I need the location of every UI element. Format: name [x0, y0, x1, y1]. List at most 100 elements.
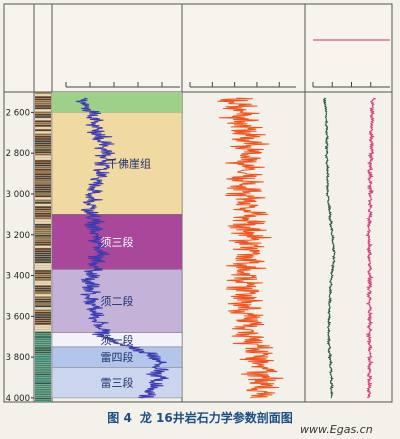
lithology-layer: [35, 296, 51, 299]
lithology-layer: [35, 389, 51, 391]
lithology-layer: [35, 314, 51, 316]
lithology-layer: [35, 327, 51, 329]
lithology-layer: [35, 144, 51, 147]
lithology-layer: [35, 380, 51, 382]
lithology-layer: [35, 184, 51, 186]
depth-tick-label: 4 000: [6, 394, 30, 404]
lithology-layer: [35, 274, 51, 277]
lithology-layer: [35, 195, 51, 197]
lithology-layer: [35, 100, 51, 103]
lithology-layer: [35, 320, 51, 323]
lithology-layer: [35, 312, 51, 314]
lithology-layer: [35, 105, 51, 107]
lithology-layer: [35, 336, 51, 338]
lithology-layer: [35, 213, 51, 215]
lithology-layer: [35, 268, 51, 270]
lithology-layer: [35, 252, 51, 255]
formation-label: 须三段: [101, 235, 134, 249]
depth-tick-label: 3 200: [6, 231, 30, 241]
lithology-layer: [35, 318, 51, 321]
formation-label: 千佛崖组: [107, 156, 151, 170]
lithology-layer: [35, 131, 51, 134]
lithology-layer: [35, 356, 51, 358]
lithology-layer: [35, 188, 51, 191]
lithology-layer: [35, 290, 51, 292]
lithology-layer: [35, 162, 51, 164]
lithology-layer: [35, 232, 51, 235]
lithology-layer: [35, 400, 51, 402]
lithology-layer: [35, 309, 51, 312]
lithology-layer: [35, 116, 51, 118]
lithology-layer: [35, 228, 51, 230]
lithology-layer: [35, 191, 51, 193]
lithology-layer: [35, 138, 51, 140]
lithology-layer: [35, 397, 51, 400]
caption-text: 井岩石力学参数剖面图: [172, 411, 293, 425]
lithology-layer: [35, 122, 51, 125]
lithology-layer: [35, 257, 51, 259]
lithology-layer: [35, 103, 51, 105]
lithology-layer: [35, 371, 51, 373]
friction-poisson-panel-frame: [304, 3, 393, 403]
lithology-layer: [35, 125, 51, 127]
lithology-layer: [35, 351, 51, 354]
lithology-layer: [35, 340, 51, 343]
lithology-layer: [35, 248, 51, 250]
formation-label: 须二段: [101, 294, 134, 308]
lithology-layer: [35, 208, 51, 211]
lithology-layer: [35, 149, 51, 151]
lithology-layer: [35, 151, 51, 153]
lithology-layer: [35, 393, 51, 395]
lithology-layer: [35, 360, 51, 362]
formation-label: 雷四段: [101, 350, 134, 364]
formation-label: 雷三段: [101, 376, 134, 390]
lithology-layer: [35, 235, 51, 237]
lithology-layer: [35, 171, 51, 173]
lithology-layer: [35, 375, 51, 378]
lithology-layer: [35, 210, 51, 213]
lithology-layer: [35, 250, 51, 252]
lithology-layer: [35, 331, 51, 334]
lithology-layer: [35, 98, 51, 101]
lithology-layer: [35, 166, 51, 169]
lithology-layer: [35, 118, 51, 120]
lithology-layer: [35, 338, 51, 340]
lithology-layer: [35, 294, 51, 296]
lithology-layer: [35, 349, 51, 351]
depth-tick-label: 2 600: [6, 108, 30, 118]
depth-tick-label: 3 600: [6, 312, 30, 322]
lithology-layer: [35, 373, 51, 376]
lithology-layer: [35, 342, 51, 345]
lithology-layer: [35, 224, 51, 226]
lithology-layer: [35, 221, 51, 224]
lithology-layer: [35, 199, 51, 202]
lithology-layer: [35, 395, 51, 398]
lithology-layer: [35, 305, 51, 307]
lithology-layer: [35, 261, 51, 263]
lithology-layer: [35, 96, 51, 98]
lithology-layer: [35, 358, 51, 360]
figure-caption: 图 4 龙 16井岩石力学参数剖面图: [0, 409, 400, 426]
lithology-layer: [35, 219, 51, 222]
lithology-layer: [35, 204, 51, 206]
formation-band: [51, 214, 183, 270]
lithology-layer: [35, 177, 51, 180]
lithology-layer: [35, 347, 51, 349]
lithology-layer: [35, 133, 51, 136]
lithology-layer: [35, 206, 51, 208]
lithology-layer: [35, 120, 51, 123]
lithology-layer: [35, 382, 51, 384]
caption-well: 龙 16: [139, 411, 173, 425]
lithology-layer: [35, 186, 51, 189]
lithology-layer: [35, 246, 51, 248]
lithology-layer: [35, 164, 51, 167]
caption-fig-label: 图 4: [107, 411, 132, 425]
depth-tick-label: 3 400: [6, 272, 30, 282]
lithology-layer: [35, 182, 51, 184]
lithology-layer: [35, 241, 51, 244]
watermark-text: www.Egas.cn: [300, 423, 373, 436]
lithology-layer: [35, 237, 51, 239]
lithology-layer: [35, 217, 51, 219]
lithology-layer: [35, 94, 51, 96]
lithology-layer: [35, 325, 51, 327]
